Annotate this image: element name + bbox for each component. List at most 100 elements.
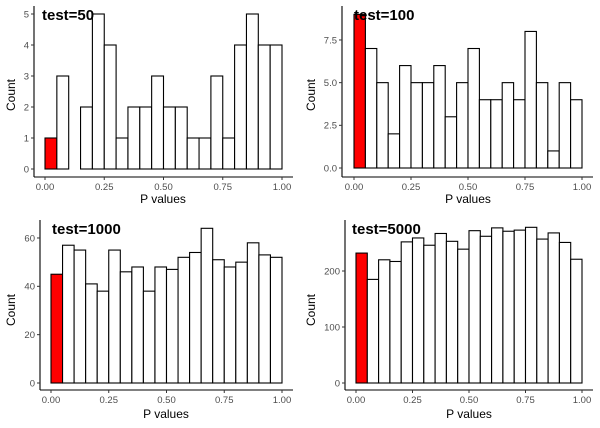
y-tick-label: 0.0	[324, 163, 337, 174]
histogram-bar	[501, 82, 515, 169]
histogram-bar	[536, 238, 549, 384]
x-tick-label: 0.25	[95, 182, 114, 193]
histogram-bar	[387, 133, 401, 169]
histogram-bar	[366, 278, 380, 384]
histogram-bar	[479, 235, 493, 384]
bars	[44, 13, 283, 170]
x-tick-label: 1.00	[573, 182, 592, 193]
histogram-bar	[223, 266, 237, 384]
x-tick-label: 0.25	[402, 182, 421, 193]
histogram-bar	[119, 271, 133, 384]
histogram-bar	[177, 256, 191, 384]
y-tick-label: 1	[24, 133, 29, 144]
histogram-bar	[127, 106, 141, 170]
histogram-bar	[570, 258, 583, 384]
histogram-bar	[186, 137, 200, 170]
x-tick-label: 0.25	[403, 395, 422, 406]
y-axis-title: Count	[4, 293, 18, 326]
x-axis-title: P values	[143, 407, 189, 421]
y-tick-label: 5.0	[324, 78, 337, 89]
histogram-bar	[165, 268, 179, 384]
histogram-bar	[457, 248, 470, 384]
histogram-bar	[490, 99, 503, 169]
histogram-bar	[547, 150, 560, 169]
y-axis-title: Count	[4, 78, 18, 111]
x-tick-label: 0.00	[345, 182, 364, 193]
y-tick-label: 2	[24, 102, 29, 113]
histogram-bar	[558, 241, 572, 384]
histogram-bar	[468, 230, 481, 384]
histogram-bar	[154, 266, 168, 384]
panel-title: test=50	[42, 7, 94, 24]
y-tick-label: 7.5	[324, 35, 337, 46]
histogram-bar	[212, 259, 225, 384]
histogram-bar	[131, 266, 144, 384]
histogram-bar	[513, 99, 526, 169]
histogram-bar	[108, 249, 121, 384]
histogram-bar	[491, 227, 504, 384]
histogram-bar	[421, 82, 435, 169]
y-tick-label: 0	[335, 378, 340, 389]
histogram-bar	[91, 13, 105, 170]
y-tick-label: 40	[24, 282, 35, 293]
histogram-bar	[478, 99, 492, 169]
bars	[353, 13, 583, 169]
y-axis-title: Count	[304, 78, 318, 111]
panel-title: test=5000	[352, 221, 421, 238]
x-tick-label: 0.50	[460, 395, 479, 406]
histogram-bar	[139, 106, 153, 170]
histogram-bar	[411, 237, 425, 384]
x-tick-label: 0.50	[157, 395, 176, 406]
histogram-bar	[200, 227, 214, 384]
histogram-bar	[423, 244, 436, 384]
y-tick-label: 0	[30, 378, 35, 389]
panel-test-5000: test=5000 P values Count 0 100 200 0.00 0.25…	[304, 220, 593, 421]
panel-title: test=1000	[52, 221, 121, 238]
histogram-bar	[434, 232, 447, 384]
histogram-bar	[378, 259, 391, 384]
x-tick-label: 0.50	[459, 182, 478, 193]
histogram-bar	[96, 290, 110, 384]
x-tick-label: 0.25	[100, 395, 119, 406]
histogram-bar	[467, 47, 480, 169]
x-tick-label: 1.00	[573, 395, 592, 406]
histogram-bar	[535, 82, 549, 169]
panel-test-100: P values Count 0.0 2.5 5.0 7.5 0.00 0.25 0.50 0…	[304, 6, 593, 206]
histogram-bar	[235, 261, 248, 384]
histogram-bar	[258, 254, 271, 384]
highlighted-bar	[353, 13, 366, 169]
x-tick-label: 0.75	[215, 395, 234, 406]
x-tick-label: 0.50	[154, 182, 173, 193]
histogram-bar	[433, 65, 446, 169]
histogram-bar	[502, 230, 515, 384]
x-tick-label: 0.00	[42, 395, 61, 406]
histogram-bar	[547, 232, 560, 384]
x-tick-label: 0.75	[214, 182, 233, 193]
histogram-bar	[73, 249, 87, 384]
histogram-bar	[115, 137, 129, 170]
y-tick-label: 60	[24, 233, 35, 244]
histogram-bar	[400, 241, 414, 384]
histogram-bar	[222, 137, 236, 170]
histogram-bar	[151, 75, 165, 170]
histogram-bar	[364, 47, 378, 169]
panel-title: test=100	[354, 7, 414, 24]
histogram-bar	[410, 82, 423, 169]
y-tick-label: 3	[24, 71, 29, 82]
histogram-bar	[558, 82, 572, 169]
histogram-bar	[56, 75, 70, 170]
histogram-bar	[570, 99, 583, 169]
x-tick-label: 1.00	[273, 182, 292, 193]
histogram-bar	[198, 137, 212, 170]
y-axis-title: Count	[304, 293, 318, 326]
panel-test-1000: test=1000 P values Count 0 20 40 60 0.00 0.25…	[4, 220, 293, 421]
highlighted-bar	[50, 273, 64, 384]
histogram-bar	[257, 44, 271, 170]
histogram-bar	[234, 44, 248, 170]
histogram-bar	[376, 82, 389, 169]
histogram-bar	[389, 260, 402, 384]
histogram-bar	[245, 13, 259, 170]
y-tick-label: 0	[24, 164, 29, 175]
histogram-bar	[269, 44, 283, 170]
